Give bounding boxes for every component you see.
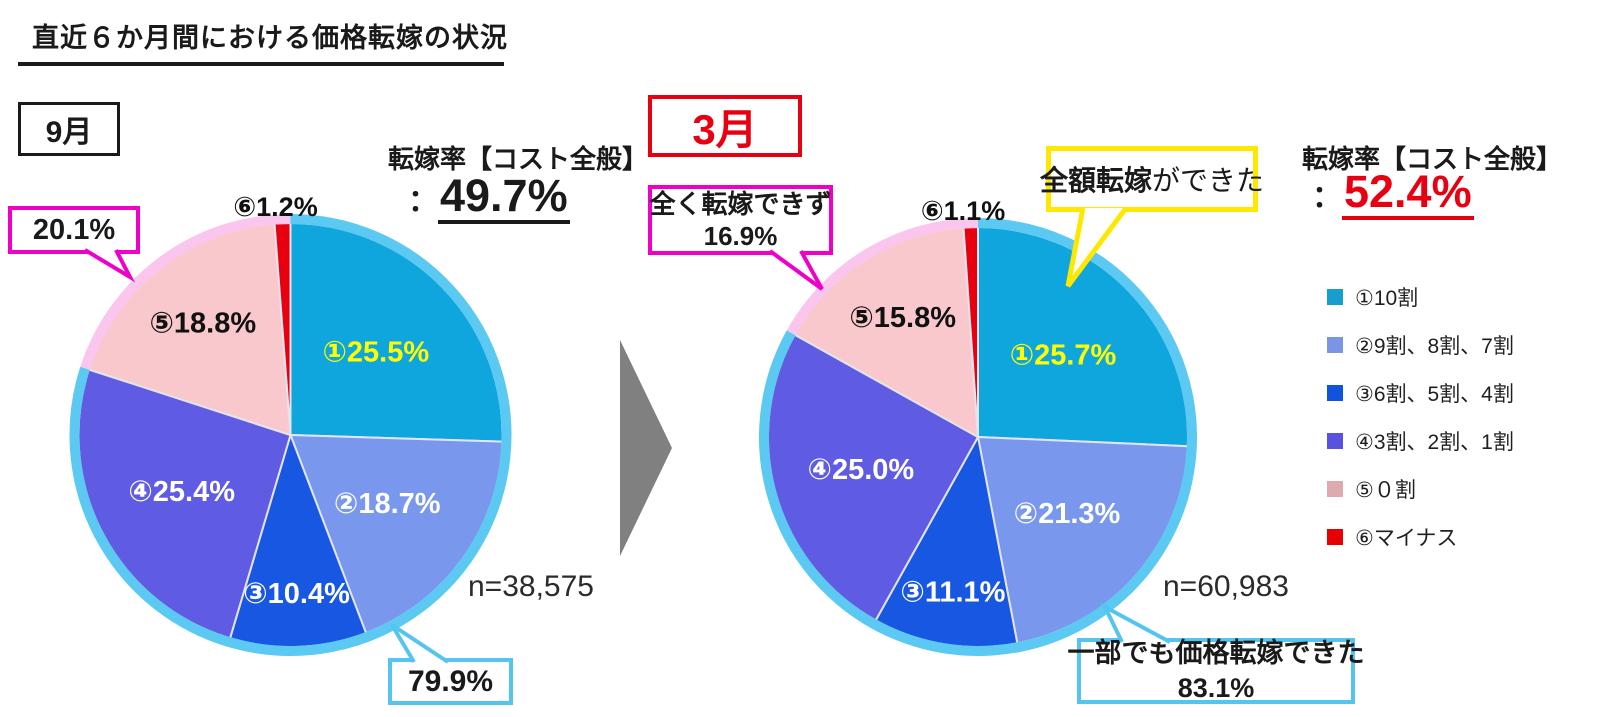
pie-slice-1 xyxy=(977,226,1189,448)
march-rate-number: 52.4% xyxy=(1342,168,1474,221)
callout-bold-text: 全額転嫁 xyxy=(1039,165,1152,196)
legend-item-1: ①10割 xyxy=(1327,283,1514,310)
slice-label-4: ④25.4% xyxy=(128,476,235,508)
ring-passed xyxy=(759,218,1197,656)
slice-label-6: ⑥1.2% xyxy=(233,192,317,222)
transition-arrow-icon xyxy=(620,340,672,556)
legend-swatch-2 xyxy=(1327,336,1343,353)
slice-label-4: ④25.0% xyxy=(807,454,914,486)
pie-chart-march: ①25.7% ②21.3% ③11.1% ④25.0% ⑤15.8% ⑥1.1% xyxy=(759,196,1197,656)
callout-rest-text: ができた xyxy=(1152,165,1265,196)
legend-label-1: ①10割 xyxy=(1355,286,1419,310)
legend-swatch-3 xyxy=(1327,384,1343,401)
ring-not-passed xyxy=(80,214,291,370)
slice-label-5: ⑤18.8% xyxy=(149,307,256,339)
callout-march-full-pass: 全額転嫁 ができた xyxy=(1040,146,1264,212)
legend-label-4: ④3割、2割、1割 xyxy=(1355,430,1514,454)
legend-label-5: ⑤０割 xyxy=(1355,478,1416,502)
march-sample-size: n=60,983 xyxy=(1163,570,1289,603)
legend-swatch-6 xyxy=(1327,528,1343,545)
rate-colon: ： xyxy=(1312,181,1342,215)
callout-line2: 16.9% xyxy=(703,221,778,251)
callout-march-not-passed: 全く転嫁できず 16.9% xyxy=(648,185,833,255)
september-rate-number: 49.7% xyxy=(438,172,570,225)
legend-item-6: ⑥マイナス xyxy=(1327,523,1514,550)
march-rate-label: 転嫁率【コスト全般】 xyxy=(1302,144,1563,174)
ring-passed xyxy=(69,214,512,656)
legend-item-5: ⑤０割 xyxy=(1327,475,1514,502)
title-underline xyxy=(18,62,504,66)
slice-label-3: ③10.4% xyxy=(243,578,350,610)
callout-september-passed: 79.9% xyxy=(388,658,513,705)
september-rate-value: ： 49.7% xyxy=(408,172,570,225)
slice-label-6: ⑥1.1% xyxy=(921,196,1005,226)
rate-colon: ： xyxy=(408,185,438,219)
callout-march-partial-pass: 一部でも価格転嫁できた 83.1% xyxy=(1068,638,1365,704)
callout-line1: 一部でも価格転嫁できた xyxy=(1067,637,1365,668)
legend-swatch-5 xyxy=(1327,480,1343,497)
pie-slice-1 xyxy=(289,222,504,443)
legend-label-6: ⑥マイナス xyxy=(1355,526,1458,550)
september-label-box: 9月 xyxy=(18,102,120,156)
legend-swatch-1 xyxy=(1327,288,1343,305)
legend-swatch-4 xyxy=(1327,432,1343,449)
legend-item-4: ④3割、2割、1割 xyxy=(1327,427,1514,454)
september-rate-label: 転嫁率【コスト全般】 xyxy=(388,144,649,174)
callout-september-not-passed: 20.1% xyxy=(8,206,140,254)
legend-item-3: ③6割、5割、4割 xyxy=(1327,379,1514,406)
slice-label-3: ③11.1% xyxy=(900,576,1005,608)
page-title: 直近６か月間における価格転嫁の状況 xyxy=(32,23,508,53)
september-sample-size: n=38,575 xyxy=(468,570,594,603)
legend-item-2: ②9割、8割、7割 xyxy=(1327,331,1514,358)
slice-label-1: ①25.7% xyxy=(1010,340,1117,372)
march-rate-value: ： 52.4% xyxy=(1312,168,1474,221)
march-label-box: 3月 xyxy=(648,95,802,157)
ring-not-passed xyxy=(786,218,978,336)
slice-label-1: ①25.5% xyxy=(322,336,429,368)
legend-label-3: ③6割、5割、4割 xyxy=(1355,382,1514,406)
slice-label-2: ②18.7% xyxy=(334,488,441,520)
slice-label-5: ⑤15.8% xyxy=(849,302,956,334)
callout-line1: 全く転嫁できず xyxy=(649,188,832,219)
pie-chart-september: ①25.5% ②18.7% ③10.4% ④25.4% ⑤18.8% ⑥1.2% xyxy=(69,192,512,656)
callout-line2: 83.1% xyxy=(1177,673,1255,703)
legend: ①10割 ②9割、8割、7割 ③6割、5割、4割 ④3割、2割、1割 ⑤０割 ⑥… xyxy=(1327,283,1514,571)
slice-label-2: ②21.3% xyxy=(1014,498,1121,530)
legend-label-2: ②9割、8割、7割 xyxy=(1355,334,1514,358)
